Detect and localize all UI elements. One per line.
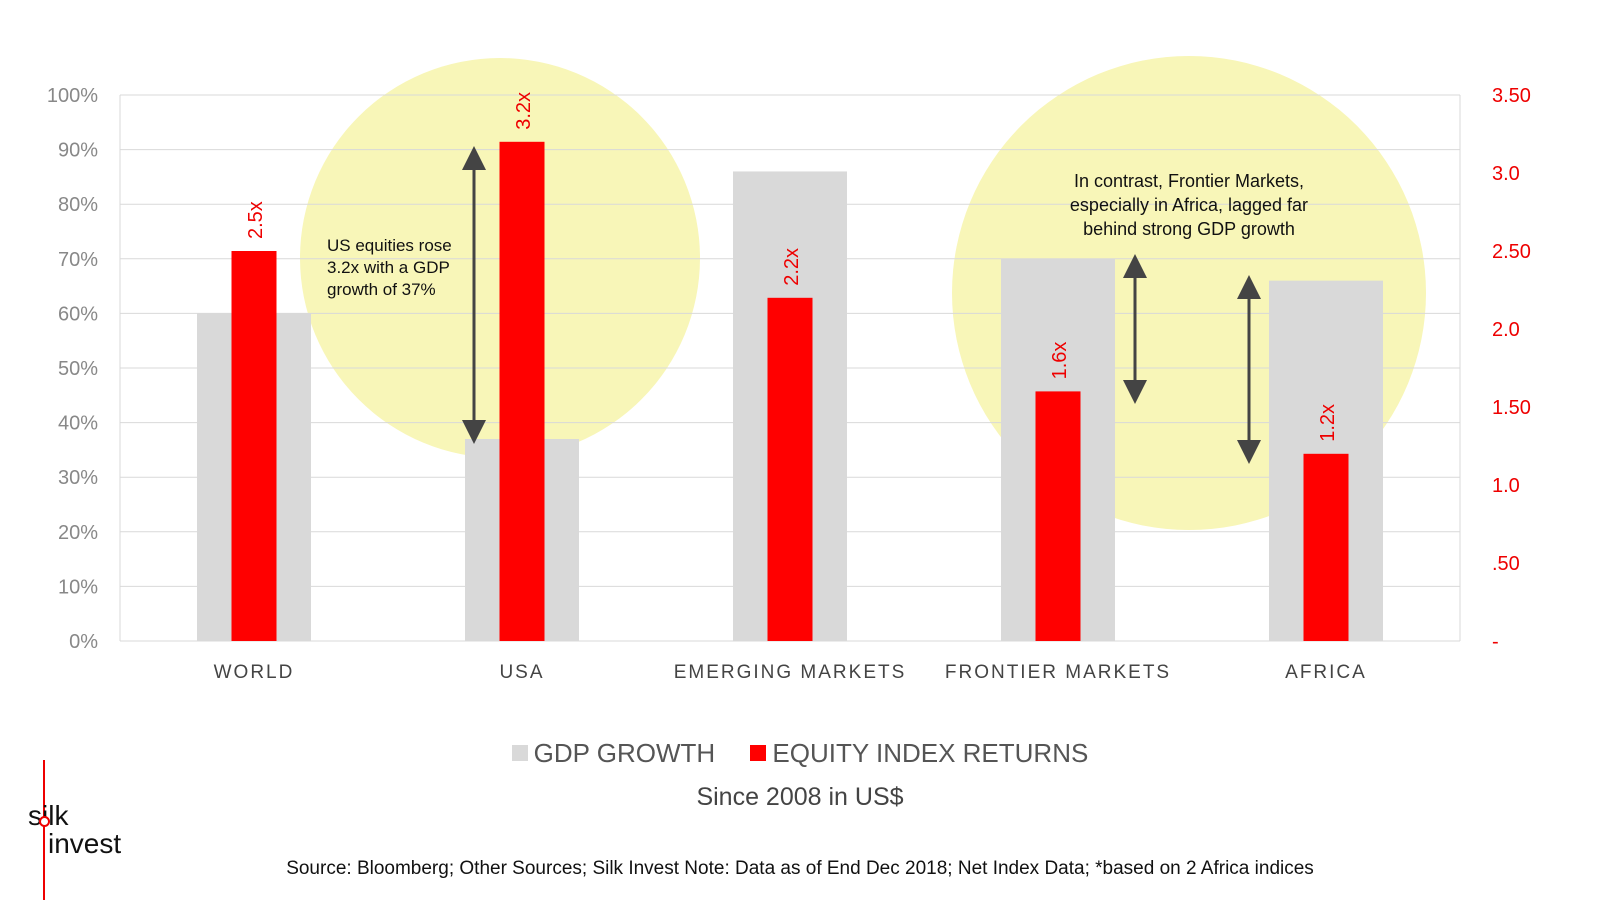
logo-dot	[39, 816, 50, 827]
y-tick-left: 90%	[58, 140, 98, 162]
legend: GDP GROWTH EQUITY INDEX RETURNS	[0, 738, 1600, 769]
y-tick-right: .50	[1492, 553, 1520, 575]
y-tick-left: 40%	[58, 413, 98, 435]
y-tick-right: 3.50	[1492, 85, 1531, 107]
y-tick-right: 1.50	[1492, 397, 1531, 419]
legend-label-equity: EQUITY INDEX RETURNS	[772, 738, 1089, 768]
y-tick-left: 80%	[58, 194, 98, 216]
y-tick-left: 20%	[58, 522, 98, 544]
gridlines	[119, 94, 1461, 642]
labels: 0% 10% 20% 30% 40% 50% 60% 70% 80% 90% 100% - .50 1.0…	[47, 85, 1531, 683]
y-tick-left: 10%	[58, 576, 98, 598]
annotation-frontier-line: behind strong GDP growth	[1083, 219, 1295, 239]
bar-equity-returns	[231, 251, 277, 641]
data-label-equity: 2.2x	[781, 248, 803, 286]
logo-text-line2: invest	[48, 828, 122, 859]
chart-subtitle: Since 2008 in US$	[696, 783, 904, 811]
y-tick-left: 60%	[58, 303, 98, 325]
x-tick-label: EMERGING MARKETS	[674, 662, 907, 683]
y-tick-right: 3.0	[1492, 163, 1520, 185]
annotation-usa-line: growth of 37%	[327, 280, 436, 299]
annotation-usa-line: US equities rose	[327, 236, 452, 255]
data-label-equity: 3.2x	[513, 92, 535, 130]
legend-item-equity: EQUITY INDEX RETURNS	[750, 738, 1088, 769]
bars	[197, 141, 1383, 642]
data-label-equity: 1.6x	[1049, 342, 1071, 380]
y-tick-left: 30%	[58, 467, 98, 489]
data-label-equity: 2.5x	[245, 201, 267, 239]
annotation-usa-line: 3.2x with a GDP	[327, 258, 450, 277]
y-tick-left: 50%	[58, 358, 98, 380]
x-tick-label: FRONTIER MARKETS	[945, 662, 1171, 683]
legend-item-gdp: GDP GROWTH	[511, 738, 716, 769]
y-tick-right: 2.50	[1492, 241, 1531, 263]
y-tick-right: 1.0	[1492, 475, 1520, 497]
logo-bar	[43, 760, 45, 900]
y-tick-left: 0%	[69, 631, 98, 653]
bar-equity-returns	[499, 141, 545, 642]
data-label-equity: 1.2x	[1317, 404, 1339, 442]
bar-equity-returns	[767, 297, 813, 641]
legend-swatch-gdp	[511, 745, 528, 762]
annotation-frontier-line: especially in Africa, lagged far	[1070, 195, 1308, 215]
logo-text-line1: silk	[28, 800, 69, 831]
annotation-arrows	[462, 146, 1261, 464]
silk-invest-logo: silk invest	[22, 760, 142, 900]
legend-swatch-equity	[750, 745, 767, 762]
y-tick-right: 2.0	[1492, 319, 1520, 341]
annotation-frontier-line: In contrast, Frontier Markets,	[1074, 171, 1304, 191]
x-tick-label: USA	[499, 662, 544, 683]
x-tick-label: AFRICA	[1285, 662, 1367, 683]
y-tick-left: 70%	[58, 249, 98, 271]
x-tick-label: WORLD	[214, 662, 295, 683]
bar-equity-returns	[1035, 391, 1081, 641]
legend-label-gdp: GDP GROWTH	[533, 738, 716, 768]
y-tick-right: -	[1492, 631, 1499, 653]
bar-equity-returns	[1303, 453, 1349, 641]
y-tick-left: 100%	[47, 85, 98, 107]
source-note: Source: Bloomberg; Other Sources; Silk I…	[286, 858, 1314, 879]
